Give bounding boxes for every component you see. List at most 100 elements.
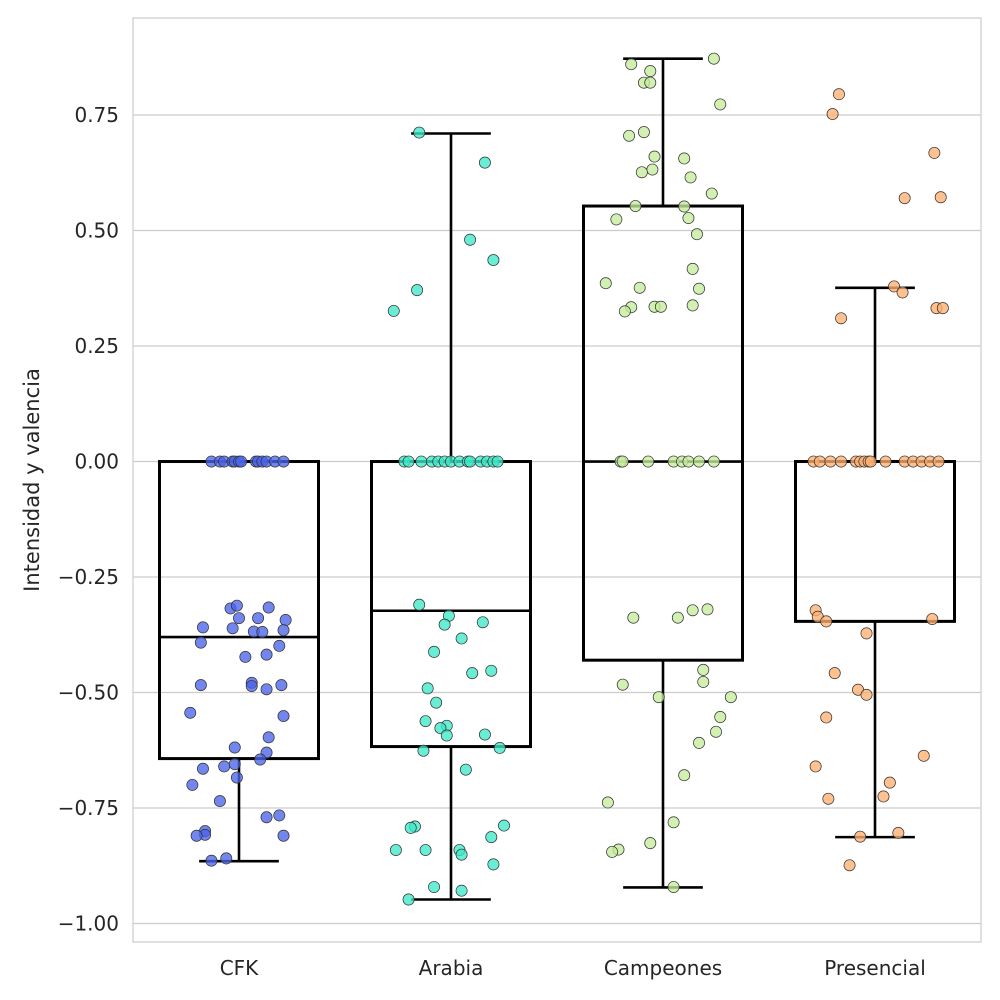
data-point	[724, 691, 737, 704]
data-point	[623, 129, 636, 142]
data-point	[678, 152, 691, 165]
data-point	[667, 881, 680, 893]
data-point	[228, 758, 241, 771]
points-layer	[184, 52, 949, 906]
data-point	[498, 819, 510, 832]
data-point	[644, 65, 657, 78]
data-point	[678, 769, 691, 782]
data-point	[690, 228, 703, 241]
data-point	[455, 632, 468, 645]
data-point	[682, 455, 695, 468]
y-tick-label: −0.50	[58, 681, 119, 705]
data-point	[277, 829, 290, 842]
data-point	[430, 696, 443, 709]
data-point	[438, 618, 451, 631]
data-point	[637, 126, 650, 139]
data-point	[190, 829, 203, 842]
data-point	[707, 455, 720, 468]
data-point	[275, 679, 288, 692]
data-point	[440, 729, 453, 742]
data-point	[197, 621, 209, 634]
data-point	[256, 626, 269, 638]
data-point	[230, 771, 243, 784]
data-point	[627, 611, 640, 624]
data-point	[896, 286, 909, 299]
boxes-layer	[158, 57, 956, 901]
data-point	[389, 844, 402, 857]
data-point	[277, 624, 290, 637]
data-point	[833, 88, 845, 101]
data-point	[205, 854, 218, 867]
data-point	[693, 736, 705, 749]
data-point	[197, 762, 209, 775]
data-point	[194, 679, 207, 692]
data-point	[678, 200, 691, 213]
data-point	[213, 795, 226, 808]
data-point	[478, 156, 491, 169]
data-point	[254, 753, 267, 766]
data-point	[466, 667, 479, 680]
data-point	[824, 455, 837, 468]
data-point	[421, 682, 434, 695]
data-point	[928, 146, 941, 159]
y-tick-label: 0.00	[74, 450, 119, 474]
data-point	[934, 191, 947, 204]
data-point	[262, 601, 275, 614]
data-point	[184, 706, 197, 719]
data-point	[476, 616, 489, 629]
data-point	[710, 725, 722, 738]
data-point	[277, 455, 290, 468]
data-point	[932, 455, 945, 468]
data-point	[654, 300, 667, 313]
data-point	[485, 664, 498, 677]
data-point	[888, 280, 901, 293]
data-point	[235, 455, 248, 468]
data-point	[233, 612, 245, 625]
data-point	[260, 648, 273, 661]
y-tick-label: −1.00	[58, 912, 119, 936]
data-point	[487, 858, 500, 871]
data-point	[860, 688, 873, 701]
data-point	[671, 611, 684, 624]
data-point	[464, 455, 477, 468]
data-point	[455, 884, 468, 897]
data-point	[701, 603, 714, 616]
data-point	[606, 845, 619, 858]
data-point	[714, 98, 727, 111]
data-point	[459, 763, 472, 776]
data-point	[464, 233, 477, 246]
data-point	[864, 455, 877, 468]
data-point	[686, 262, 699, 275]
data-point	[493, 742, 506, 754]
data-point	[644, 837, 657, 850]
data-point	[820, 711, 833, 724]
data-point	[404, 821, 417, 834]
data-point	[625, 58, 638, 71]
plot-frame	[132, 17, 982, 943]
x-tick-label: CFK	[220, 956, 259, 980]
data-point	[411, 284, 424, 297]
data-point	[936, 302, 949, 315]
data-point	[877, 790, 890, 803]
data-point	[693, 455, 705, 468]
data-point	[402, 893, 415, 906]
data-point	[813, 455, 826, 468]
x-tick-label: Arabia	[419, 956, 484, 980]
data-point	[228, 741, 241, 754]
data-point	[245, 680, 258, 693]
plot-area	[133, 18, 981, 942]
x-axis-ticks: CFK Arabia Campeones Presencial	[220, 956, 926, 980]
data-point	[428, 645, 440, 658]
data-point	[419, 715, 432, 728]
data-point	[599, 277, 612, 290]
data-point	[686, 299, 699, 312]
data-point	[646, 163, 659, 176]
data-point	[601, 796, 614, 809]
y-axis-label: Intensidad y valencia	[20, 368, 44, 592]
x-tick-label: Presencial	[824, 956, 926, 980]
data-point	[667, 816, 680, 829]
y-axis-ticks: 0.75 0.50 0.25 0.00 −0.25 −0.50 −0.75 −1.00	[58, 103, 119, 936]
data-point	[652, 691, 665, 704]
data-point	[260, 811, 273, 824]
y-tick-label: 0.50	[74, 219, 119, 243]
